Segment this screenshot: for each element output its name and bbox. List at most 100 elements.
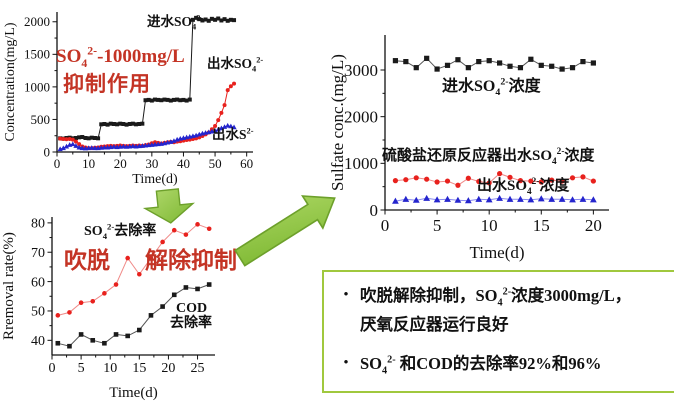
subscript: 4 <box>192 22 197 32</box>
svg-text:60: 60 <box>240 156 253 171</box>
svg-text:25: 25 <box>191 361 205 376</box>
svg-text:70: 70 <box>31 246 45 261</box>
svg-text:Time(d): Time(d) <box>469 243 524 262</box>
svg-text:5: 5 <box>433 216 442 235</box>
legend-text: 出水S <box>212 127 247 142</box>
diagonal-arrow-icon <box>234 195 336 267</box>
subscript: 4 <box>495 87 501 99</box>
concentration-chart-plot: 0 10 20 30 40 50 60 0 500 1000 1500 2000 Time(d) Conc… <box>3 12 253 187</box>
bullet-2-text: SO42- 和COD的去除率92%和96% <box>360 349 601 378</box>
legend-influent-so4: 进水SO42- <box>147 13 204 32</box>
removal-rate-chart: 0 5 10 15 20 25 40 50 60 70 80 Time(d) Rremoval rate… <box>0 200 300 406</box>
svg-text:80: 80 <box>31 217 45 232</box>
annotation-text: 抑制作用 <box>63 73 151 96</box>
legend-influent-so4-conc: 进水SO42-浓度 <box>442 76 541 99</box>
svg-text:0: 0 <box>370 201 379 220</box>
svg-text:10: 10 <box>481 216 498 235</box>
svg-text:15: 15 <box>533 216 550 235</box>
svg-text:0: 0 <box>54 156 61 171</box>
concentration-chart: 0 10 20 30 40 50 60 0 500 1000 1500 2000 Time(d) Conc… <box>0 0 285 198</box>
subscript: 4 <box>81 56 88 70</box>
svg-text:60: 60 <box>31 275 45 290</box>
legend-effluent-s2: 出水S2- <box>212 126 254 143</box>
bullet-dot-icon: • <box>343 287 349 303</box>
superscript: 2- <box>87 44 98 58</box>
legend-text: 硫酸盐还原反应器出水SO <box>382 148 553 164</box>
subscript: 4 <box>252 64 257 74</box>
legend-text: 出水SO <box>207 56 253 71</box>
bullet-text-part: SO <box>360 354 383 373</box>
svg-text:Concentration(mg/L): Concentration(mg/L) <box>3 22 18 141</box>
legend-text: 进水SO <box>147 14 193 29</box>
svg-text:0: 0 <box>49 361 56 376</box>
bullet-text-part: 吹脱解除抑制，SO <box>360 286 498 305</box>
superscript: 2- <box>556 147 565 157</box>
svg-text:2000: 2000 <box>24 14 50 29</box>
bullet-item-1: • 吹脱解除抑制，SO42-浓度3000mg/L， 厌氧反应器运行良好 <box>332 281 670 339</box>
superscript: 2- <box>387 354 396 366</box>
superscript: 2- <box>256 55 264 65</box>
bullet-item-2: • SO42- 和COD的去除率92%和96% <box>332 349 670 378</box>
svg-text:2000: 2000 <box>344 107 378 126</box>
svg-text:1500: 1500 <box>24 47 50 62</box>
legend-text: 浓度 <box>564 148 595 164</box>
bullet-text-part: 浓度3000mg/L， <box>511 286 632 305</box>
legend-effluent-so4-conc: 出水SO42-浓度 <box>477 177 570 197</box>
subscript: 4 <box>497 297 503 309</box>
annotation-text: SO <box>56 46 82 67</box>
removal-rate-chart-plot: 0 5 10 15 20 25 40 50 60 70 80 Time(d) Rremoval rate… <box>1 217 215 401</box>
superscript: 2- <box>502 286 512 298</box>
legend-cod-removal-line1: COD <box>176 301 207 316</box>
svg-text:40: 40 <box>31 334 45 349</box>
annotation-stripping: 吹脱 <box>64 247 110 273</box>
svg-text:1000: 1000 <box>344 154 378 173</box>
superscript: 2- <box>500 76 509 88</box>
svg-text:10: 10 <box>103 361 117 376</box>
legend-cod-removal-line2: 去除率 <box>170 316 212 331</box>
svg-text:Rremoval rate(%): Rremoval rate(%) <box>1 232 17 340</box>
svg-text:500: 500 <box>31 112 51 127</box>
svg-text:Time(d): Time(d) <box>132 172 178 187</box>
subscript: 4 <box>102 230 108 241</box>
svg-text:3000: 3000 <box>344 61 378 80</box>
legend-effluent-so4: 出水SO42- <box>207 55 264 74</box>
legend-so4-removal: SO42-去除率 <box>84 222 157 241</box>
svg-text:20: 20 <box>585 216 602 235</box>
bullet-text-part: 厌氧反应器运行良好 <box>360 315 509 334</box>
annotation-text: -1000mg/L <box>97 46 185 67</box>
annotation-text: 解除抑制 <box>145 247 237 273</box>
annotation-inhibition-effect: 抑制作用 <box>63 73 151 96</box>
legend-text: 浓度 <box>508 78 541 95</box>
legend-text: SO <box>84 224 103 239</box>
subscript: 4 <box>552 157 557 167</box>
svg-text:20: 20 <box>114 156 127 171</box>
bullet-text-part: 和COD的去除率92%和96% <box>395 354 602 373</box>
svg-text:0: 0 <box>381 216 390 235</box>
legend-text: 出水SO <box>477 178 528 194</box>
svg-text:20: 20 <box>161 361 175 376</box>
svg-text:50: 50 <box>209 156 222 171</box>
sulfate-concentration-chart: 0 5 10 15 20 0 1000 2000 3000 Time(d) Sulfate conc… <box>330 8 674 268</box>
legend-reactor-effluent-so4-conc: 硫酸盐还原反应器出水SO42-浓度 <box>382 147 595 167</box>
svg-text:5: 5 <box>78 361 85 376</box>
svg-text:50: 50 <box>31 305 45 320</box>
legend-text: 进水SO <box>442 78 496 95</box>
legend-text: 去除率 <box>170 316 212 331</box>
svg-text:0: 0 <box>44 144 51 159</box>
sulfate-concentration-chart-plot: 0 5 10 15 20 0 1000 2000 3000 Time(d) Sulfate conc… <box>330 35 609 262</box>
annotation-inhibition-concentration: SO42--1000mg/L <box>56 44 185 70</box>
subscript: 4 <box>527 187 532 197</box>
svg-text:10: 10 <box>82 156 95 171</box>
legend-text: 浓度 <box>539 178 570 194</box>
legend-text: COD <box>176 301 208 316</box>
svg-text:1000: 1000 <box>24 79 50 94</box>
superscript: 2- <box>531 177 540 187</box>
superscript: 2- <box>246 126 254 136</box>
svg-text:40: 40 <box>177 156 190 171</box>
superscript: 2- <box>196 13 204 23</box>
svg-text:Sulfate conc.(mg/L): Sulfate conc.(mg/L) <box>330 54 347 191</box>
subscript: 4 <box>382 365 388 377</box>
legend-text: 去除率 <box>114 224 157 239</box>
conclusion-textbox: • 吹脱解除抑制，SO42-浓度3000mg/L， 厌氧反应器运行良好 • SO4… <box>322 270 674 393</box>
